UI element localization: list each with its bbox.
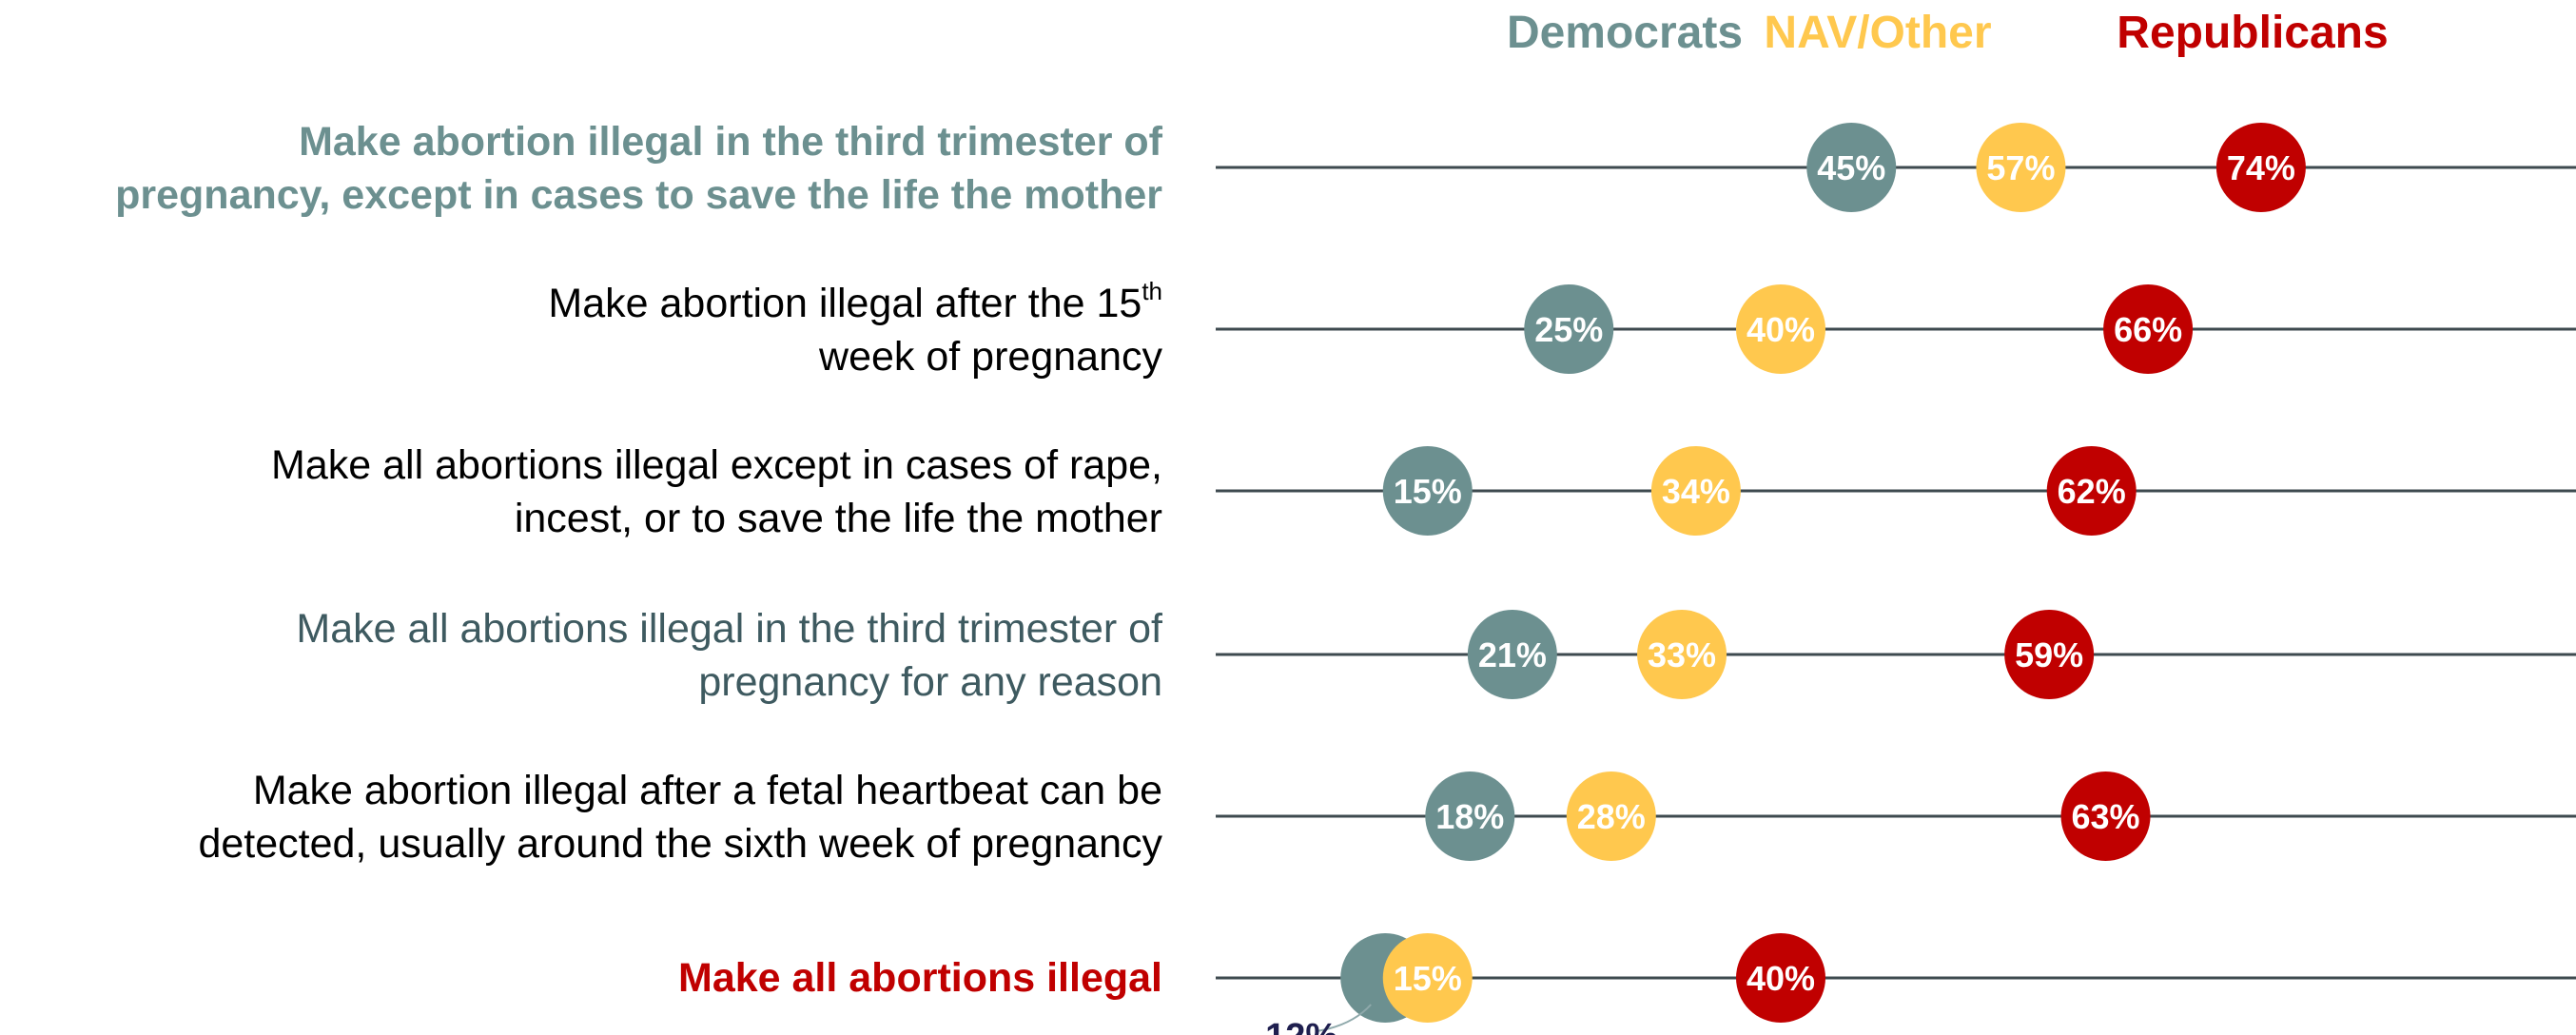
data-label: 34% xyxy=(1662,472,1730,511)
data-label: 74% xyxy=(2227,148,2295,187)
dot-republicans xyxy=(1736,933,1825,1023)
category-label: Make all abortions illegal in the third … xyxy=(296,606,1163,705)
chart-row: Make abortion illegal after the 15th week… xyxy=(548,277,2576,380)
data-label: 40% xyxy=(1747,310,1815,349)
dot-nav-other xyxy=(1637,610,1727,699)
chart-row: Make abortion illegal after a fetal hear… xyxy=(198,768,2576,867)
dot-nav-other xyxy=(1736,284,1825,374)
dot-nav-other xyxy=(1382,933,1473,1023)
legend-nav-other: NAV/Other xyxy=(1764,8,1991,58)
callout-leader xyxy=(1317,1004,1372,1032)
data-label: 62% xyxy=(2058,472,2126,511)
dot-republicans xyxy=(2004,610,2095,699)
data-label: 18% xyxy=(1435,797,1504,836)
category-label: Make abortion illegal in the third trime… xyxy=(115,119,1163,218)
data-label: 45% xyxy=(1817,148,1885,187)
chart-row: Make all abortions illegal except in cas… xyxy=(271,442,2576,541)
dot-democrats xyxy=(1382,446,1473,536)
data-label: 25% xyxy=(1534,310,1603,349)
data-label: 63% xyxy=(2072,797,2140,836)
chart-row: Make abortion illegal in the third trime… xyxy=(115,119,2576,218)
data-label-callout: 12% xyxy=(1265,1017,1337,1035)
dot-democrats xyxy=(1524,284,1614,374)
legend: Democrats NAV/Other Republicans xyxy=(1507,8,2389,58)
legend-republicans: Republicans xyxy=(2117,8,2388,58)
data-label: 57% xyxy=(1986,148,2055,187)
data-label: 15% xyxy=(1394,959,1462,998)
data-label: 21% xyxy=(1478,635,1547,674)
chart-row: Make all abortions illegal 12% 15% 40% xyxy=(678,933,2576,1035)
dot-nav-other xyxy=(1976,123,2066,212)
category-label: Make abortion illegal after the 15th week… xyxy=(548,277,1162,380)
chart-rows: Make abortion illegal in the third trime… xyxy=(115,119,2576,1035)
dot-republicans xyxy=(2215,123,2306,212)
data-label: 40% xyxy=(1747,959,1815,998)
data-label: 28% xyxy=(1577,797,1646,836)
dot-republicans xyxy=(2060,771,2151,861)
legend-democrats: Democrats xyxy=(1507,8,1743,58)
data-label: 59% xyxy=(2015,635,2083,674)
data-label: 66% xyxy=(2114,310,2182,349)
dot-republicans xyxy=(2103,284,2194,374)
data-label: 33% xyxy=(1648,635,1716,674)
dot-democrats xyxy=(1467,610,1557,699)
category-label: Make all abortions illegal xyxy=(678,955,1162,1001)
dot-nav-other xyxy=(1650,446,1741,536)
dot-democrats xyxy=(1425,771,1515,861)
data-label: 15% xyxy=(1394,472,1462,511)
dot-democrats xyxy=(1806,123,1897,212)
category-label: Make all abortions illegal except in cas… xyxy=(271,442,1162,541)
dot-nav-other xyxy=(1566,771,1656,861)
chart-row: Make all abortions illegal in the third … xyxy=(296,606,2576,705)
dot-republicans xyxy=(2046,446,2137,536)
category-label: Make abortion illegal after a fetal hear… xyxy=(198,768,1162,867)
